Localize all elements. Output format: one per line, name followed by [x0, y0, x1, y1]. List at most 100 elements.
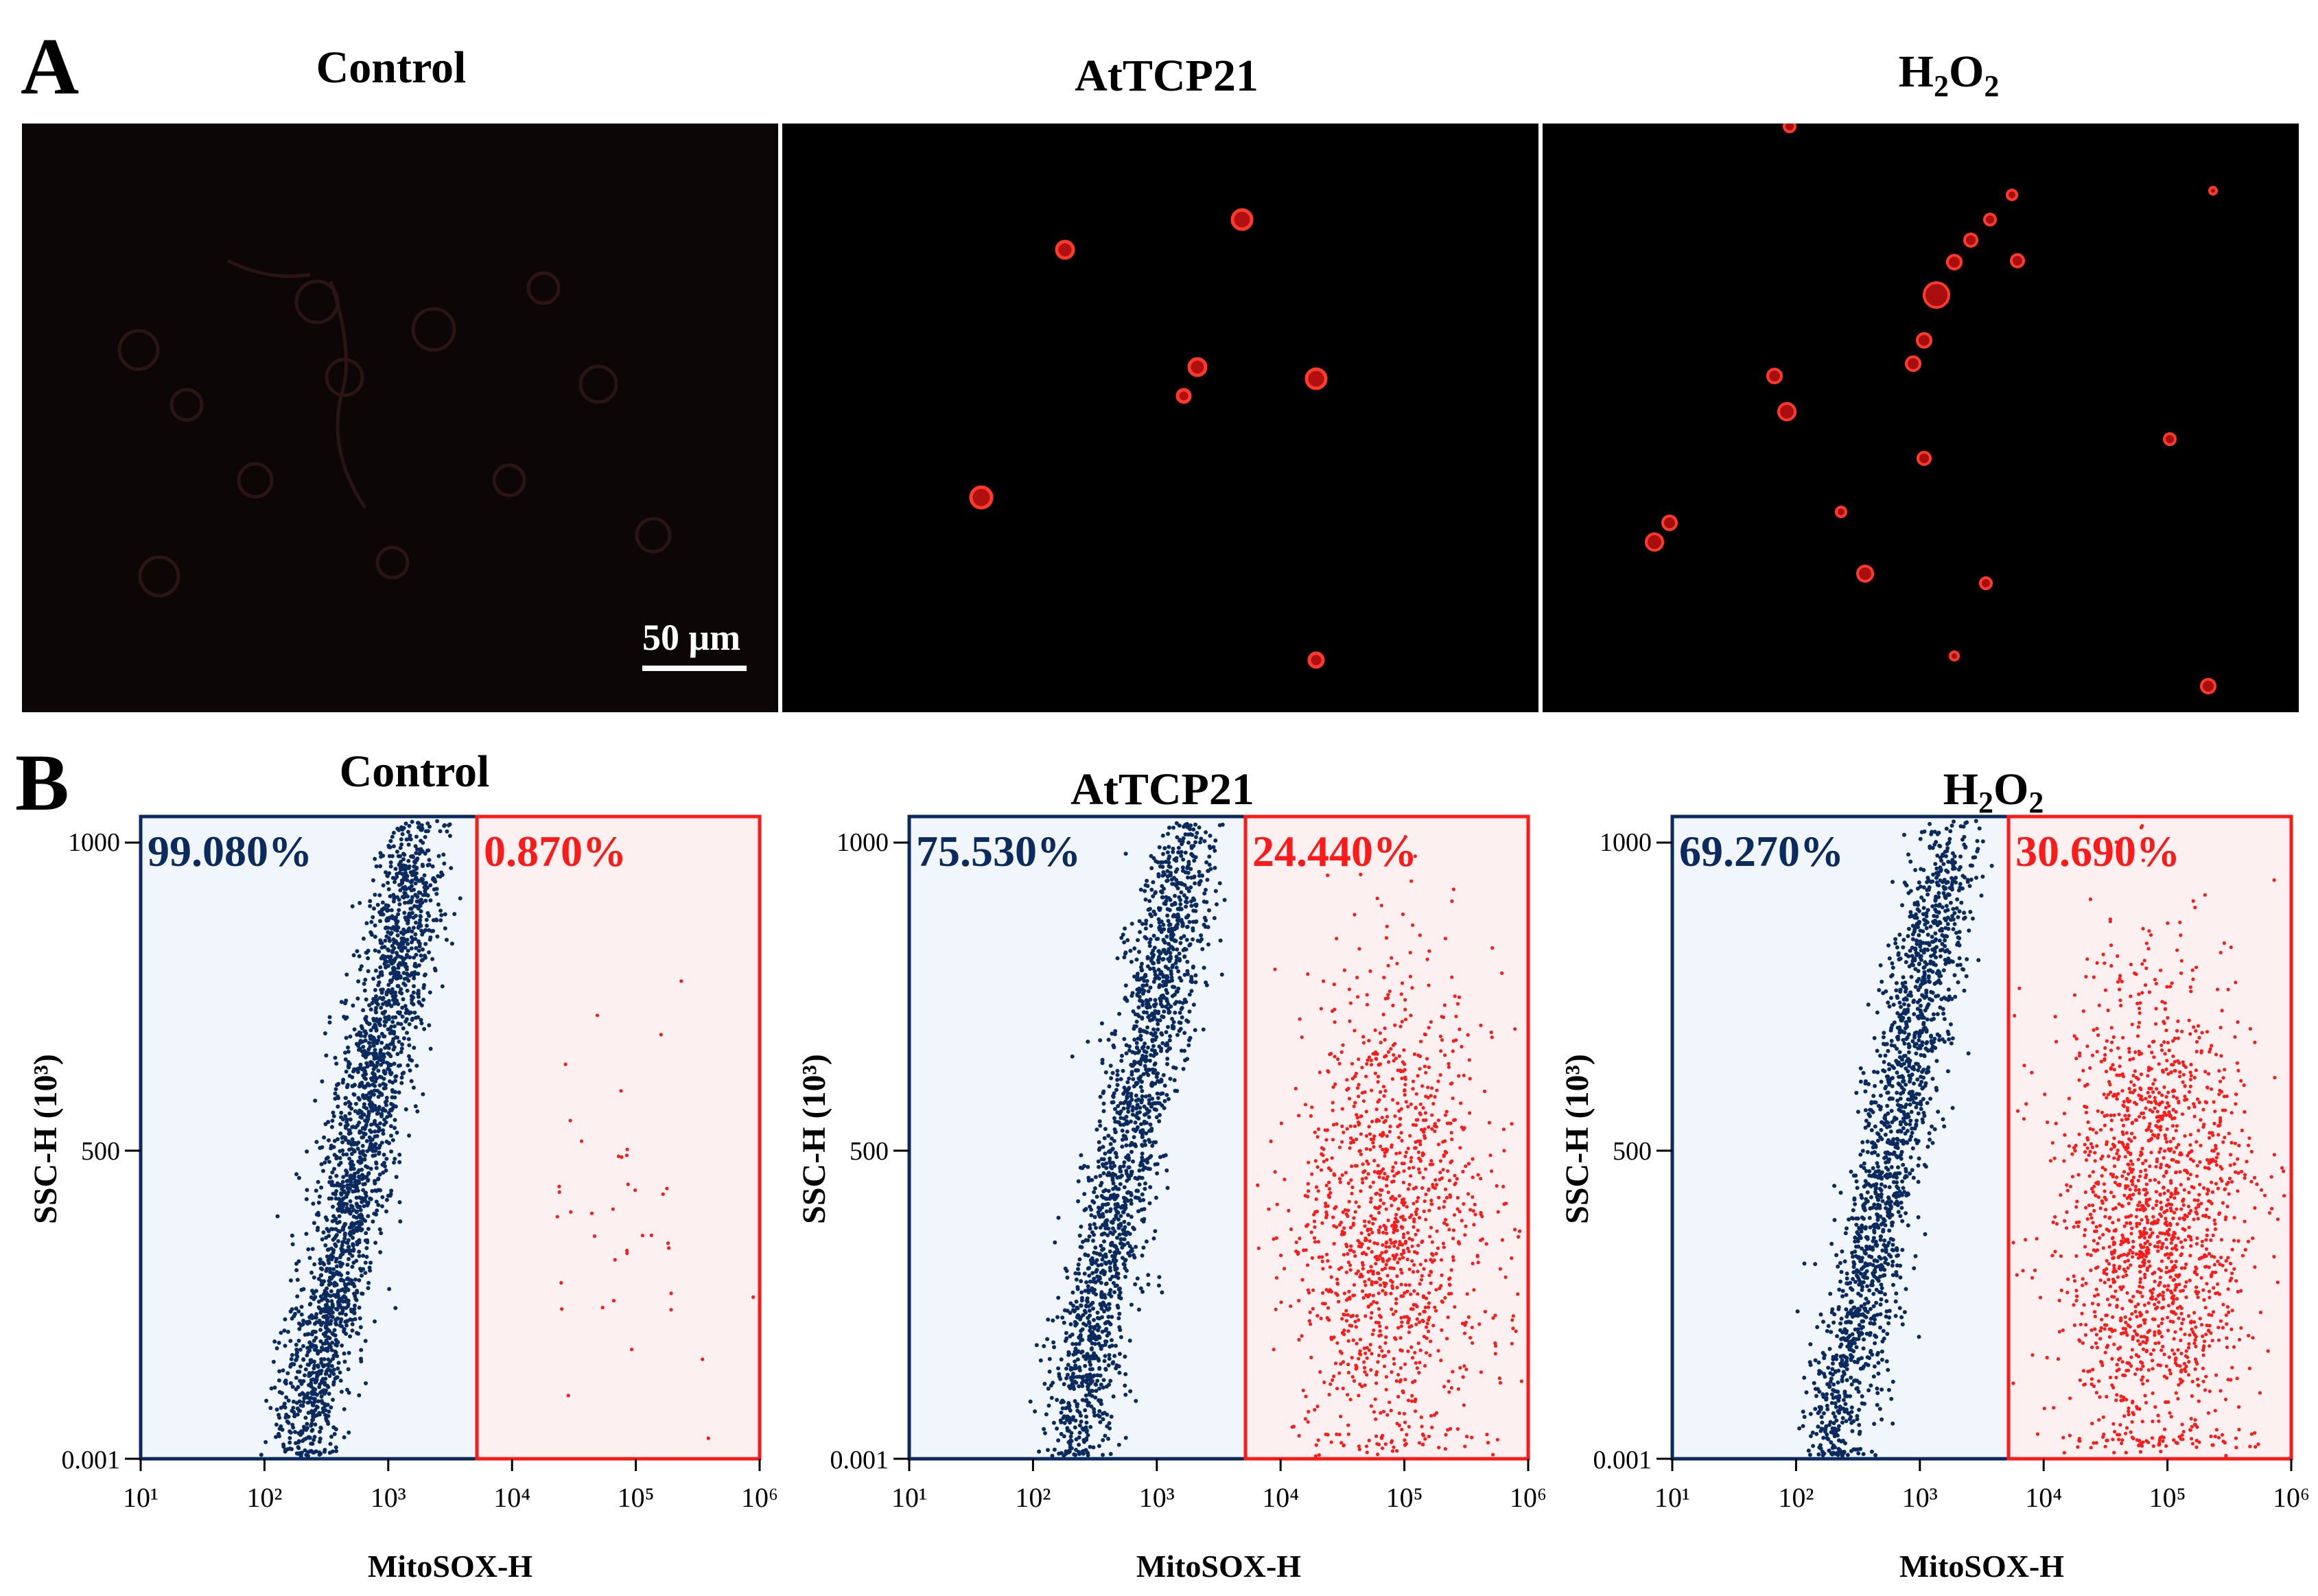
scatter-point-negative [1098, 1420, 1103, 1424]
gate-positive-control [475, 814, 762, 1461]
scatter-point-negative [1149, 1031, 1154, 1036]
scatter-point-negative [314, 1377, 319, 1382]
scatter-point-positive [1369, 1265, 1373, 1269]
scatter-point-negative [386, 1027, 390, 1032]
scatter-point-negative [401, 981, 406, 986]
scatter-point-positive [1380, 1446, 1385, 1451]
scatter-point-negative [1151, 1067, 1155, 1072]
scatter-point-negative [1181, 1066, 1186, 1071]
scatter-point-negative [384, 1099, 389, 1103]
scatter-point-negative [339, 1000, 344, 1005]
scatter-point-negative [1157, 845, 1162, 849]
scatter-point-positive [1403, 1154, 1407, 1158]
scatter-point-negative [417, 924, 421, 928]
scatter-point-positive [1378, 1204, 1382, 1208]
scatter-point-negative [1038, 1358, 1043, 1363]
scatter-point-negative [1120, 1053, 1124, 1058]
scatter-point-negative [358, 1150, 362, 1155]
scatter-point-positive [1367, 1232, 1371, 1236]
scatter-point-negative [376, 974, 381, 979]
scatter-point-negative [1087, 1274, 1092, 1278]
scatter-point-negative [377, 1083, 382, 1088]
scatter-point-negative [1131, 1064, 1135, 1068]
scatter-point-positive [1353, 1124, 1357, 1129]
scatter-point-positive [1418, 1348, 1423, 1352]
scatter-point-negative [310, 1247, 315, 1252]
scatter-point-positive [1409, 1345, 1414, 1349]
scatter-point-positive [1384, 1107, 1388, 1112]
scatter-point-negative [1197, 880, 1202, 885]
scatter-point-negative [1186, 875, 1190, 880]
scatter-point-negative [344, 1323, 349, 1328]
scatter-point-positive [1403, 1083, 1407, 1087]
scatter-point-negative [357, 1084, 362, 1089]
scatter-point-positive [669, 1308, 673, 1312]
scatter-point-negative [1122, 1237, 1127, 1242]
scatter-point-negative [1138, 1122, 1143, 1127]
scatter-point-negative [417, 948, 421, 953]
scatter-point-positive [1401, 1256, 1405, 1260]
scatter-point-negative [358, 967, 362, 972]
scatter-point-negative [411, 990, 416, 995]
scatter-point-negative [1075, 1287, 1080, 1291]
scatter-point-negative [1132, 1026, 1136, 1031]
scatter-point-negative [310, 1411, 315, 1416]
scatter-point-positive [1439, 1049, 1443, 1053]
scatter-point-negative [427, 858, 432, 862]
scatter-point-positive [1471, 1195, 1475, 1199]
scatter-point-negative [1153, 998, 1158, 1002]
scale-bar-label: 50 μm [642, 617, 741, 658]
scatter-point-negative [311, 1392, 316, 1396]
scatter-point-negative [1140, 1129, 1145, 1134]
scatter-point-negative [1088, 1313, 1092, 1318]
scatter-point-negative [1123, 1274, 1127, 1279]
scatter-point-positive [1410, 1356, 1415, 1360]
scatter-point-negative [351, 953, 356, 958]
scatter-point-negative [1136, 1005, 1141, 1010]
scatter-point-negative [1153, 969, 1157, 974]
scatter-point-negative [386, 1051, 390, 1056]
scatter-point-negative [1136, 938, 1140, 943]
scatter-point-negative [1164, 974, 1169, 978]
scatter-point-positive [1342, 968, 1346, 972]
scatter-point-negative [1217, 881, 1222, 886]
scatter-point-negative [1129, 1119, 1133, 1124]
scatter-point-negative [379, 1231, 384, 1236]
scatter-point-negative [1103, 1295, 1108, 1300]
scatter-point-positive [1457, 1074, 1461, 1078]
scatter-point-negative [288, 1446, 292, 1451]
scatter-point-negative [1110, 1173, 1114, 1177]
scatter-point-negative [1130, 1112, 1135, 1117]
scatter-point-negative [1173, 902, 1178, 906]
scatter-point-negative [439, 870, 444, 875]
scatter-point-negative [347, 1100, 351, 1105]
plot-control: Control 99.080% 0.870% 1000 500 0.001 SS… [27, 747, 778, 1584]
x-label-control: MitoSOX-H [368, 1549, 532, 1584]
scatter-point-negative [432, 966, 437, 971]
scatter-point-positive [1411, 1087, 1415, 1091]
scatter-point-negative [1113, 1243, 1118, 1248]
scatter-point-negative [1101, 1091, 1105, 1095]
scatter-point-negative [1190, 832, 1195, 837]
scatter-point-positive [1502, 1149, 1506, 1153]
scatter-point-negative [368, 1100, 373, 1105]
scatter-point-negative [1098, 1225, 1103, 1230]
scatter-point-negative [1119, 1077, 1123, 1081]
scatter-point-negative [377, 1075, 382, 1079]
scatter-point-positive [1301, 1388, 1305, 1392]
scatter-point-negative [1047, 1357, 1052, 1361]
scatter-point-positive [560, 1307, 564, 1311]
scatter-point-negative [277, 1416, 282, 1420]
scatter-point-negative [348, 1174, 353, 1178]
scatter-point-positive [1451, 1236, 1455, 1241]
scatter-point-negative [1057, 1451, 1062, 1456]
scatter-point-negative [343, 1222, 348, 1226]
scatter-point-negative [1050, 1453, 1055, 1458]
scatter-point-negative [1135, 1276, 1140, 1281]
scatter-point-negative [333, 1192, 338, 1197]
scatter-point-negative [1140, 922, 1145, 926]
scatter-point-negative [1168, 1034, 1173, 1039]
scatter-point-positive [1353, 1029, 1357, 1033]
scatter-point-positive [1519, 1379, 1523, 1383]
scatter-point-negative [403, 872, 408, 876]
